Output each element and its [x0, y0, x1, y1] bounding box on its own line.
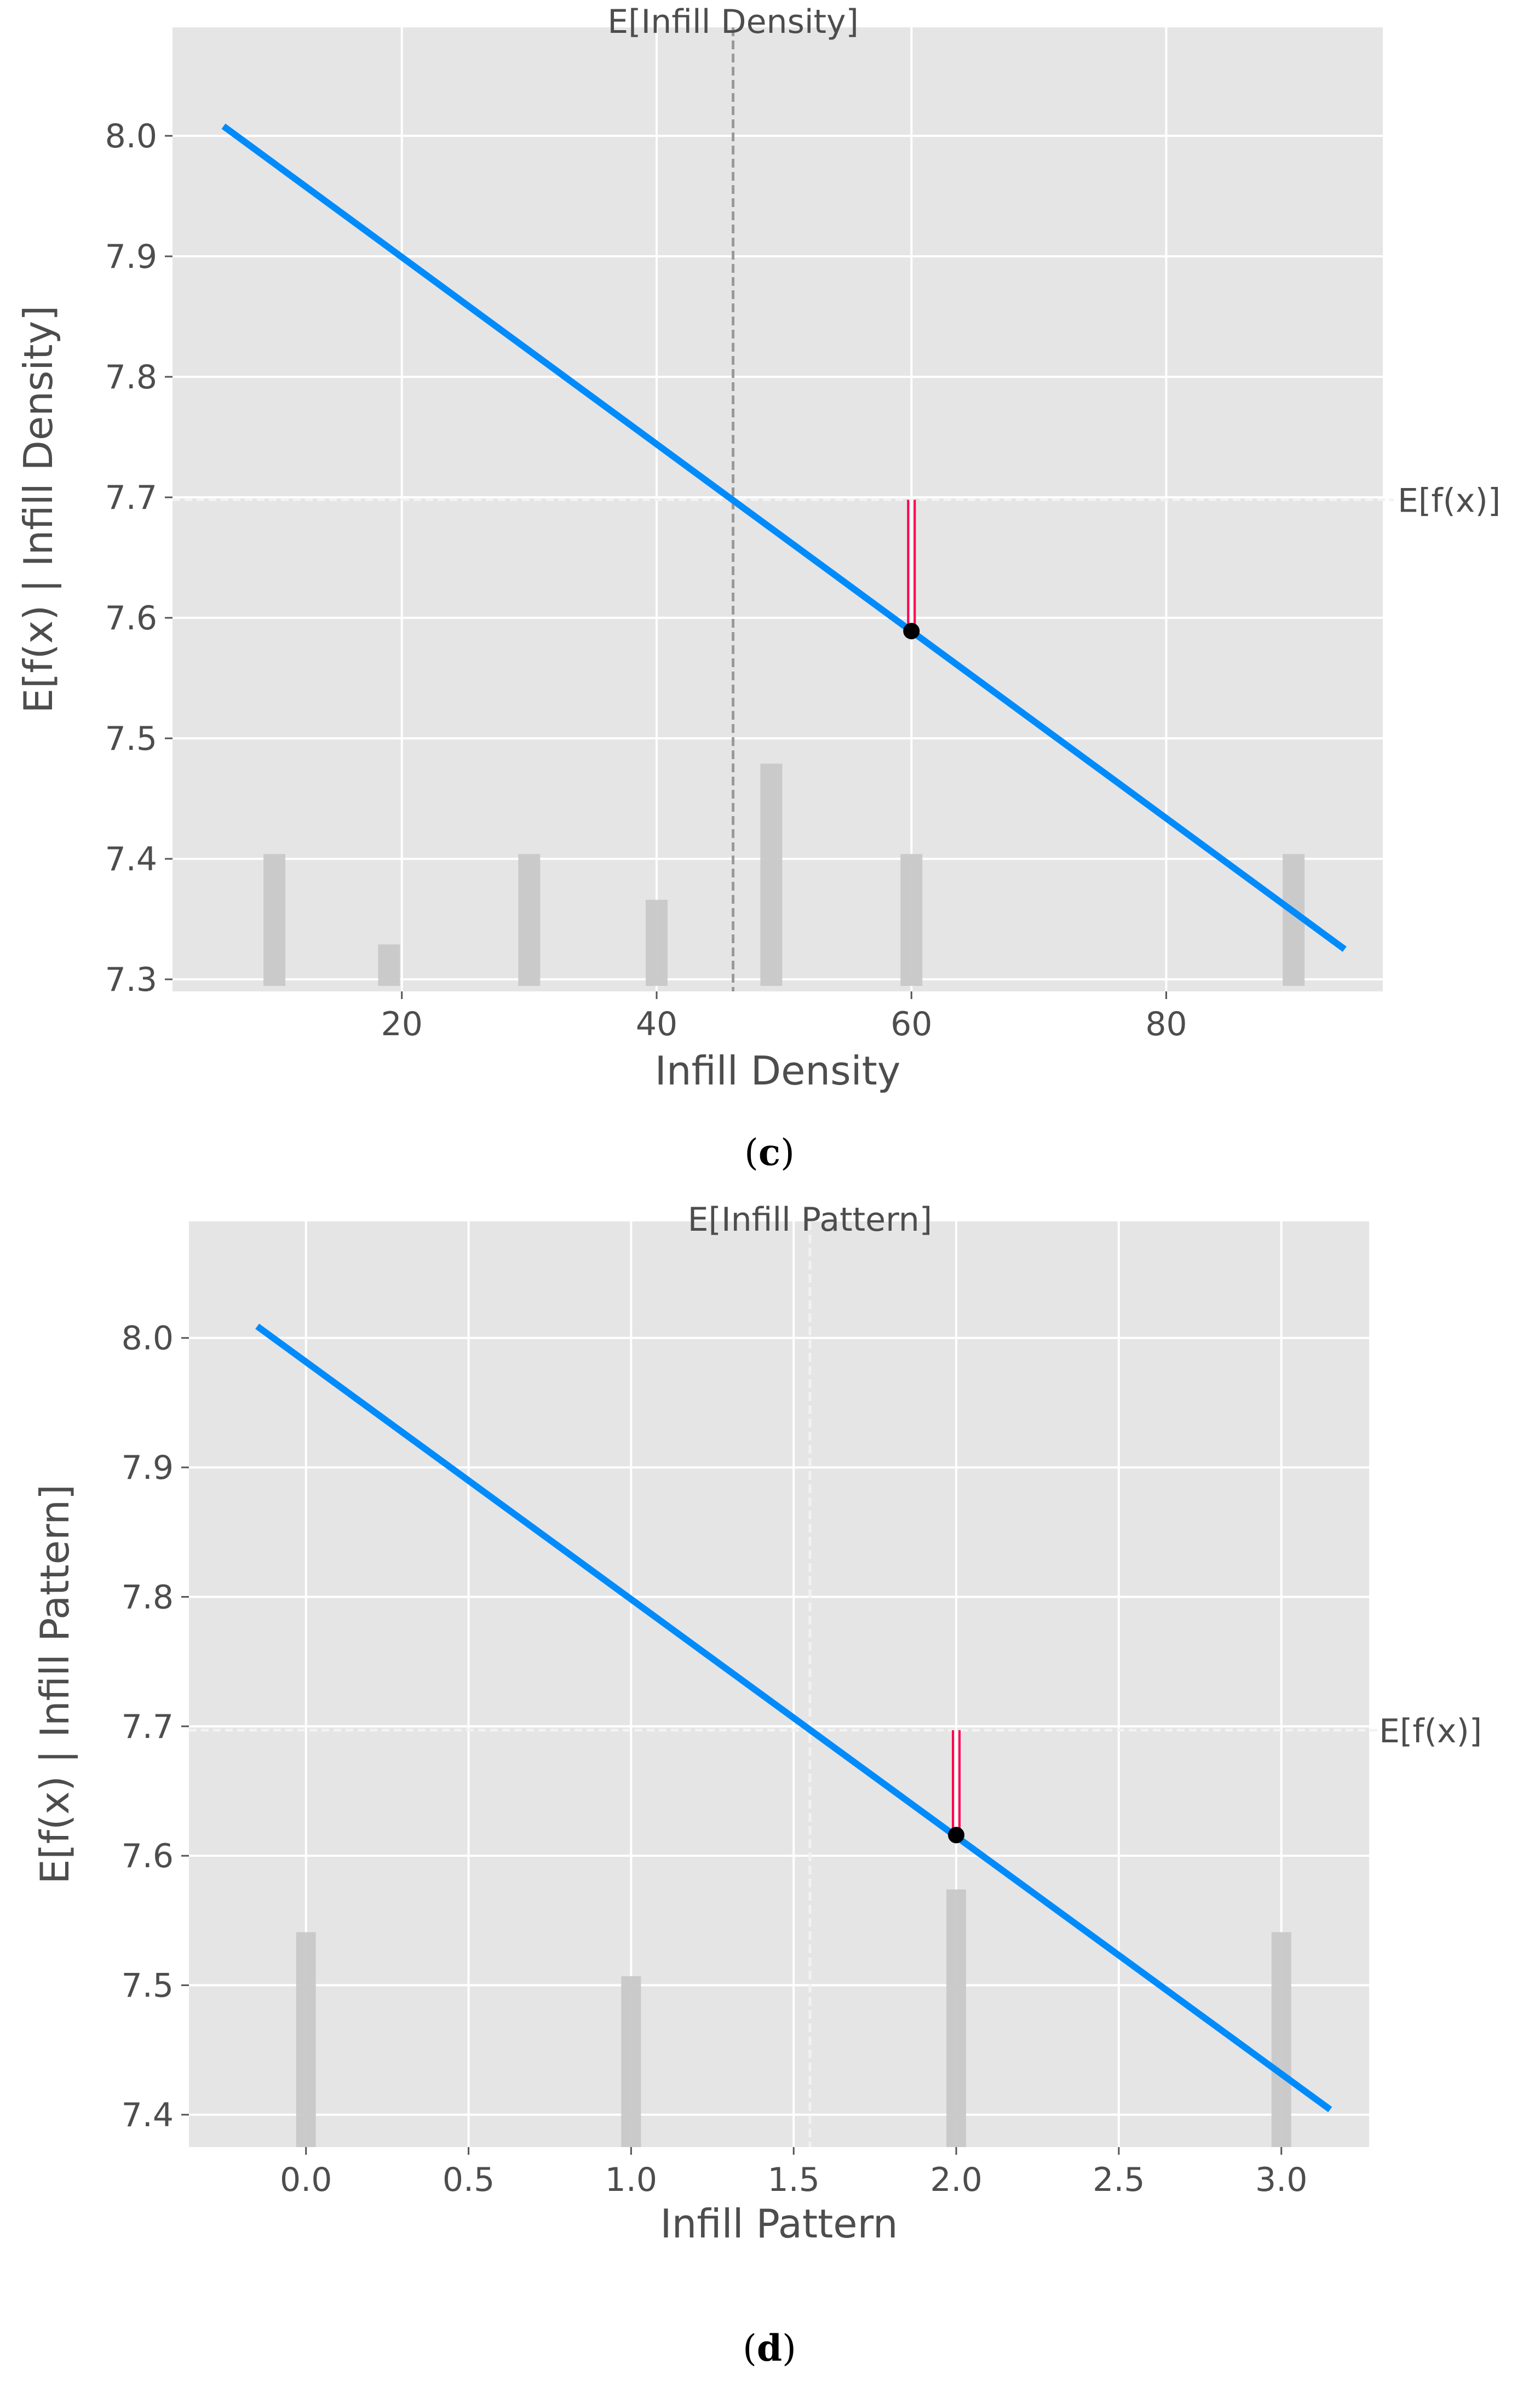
histogram-bar: [646, 899, 668, 986]
y-tick-label: 8.0: [105, 117, 157, 156]
x-tick-label: 80: [1145, 1005, 1187, 1043]
x-axis-label: Infill Density: [655, 1048, 901, 1094]
histogram-bar: [621, 1976, 641, 2147]
y-tick-label: 7.7: [105, 479, 157, 517]
histogram-bar: [296, 1932, 316, 2147]
x-tick-label: 20: [381, 1005, 423, 1043]
sample-point: [903, 623, 920, 640]
y-axis-label: E[f(x) | Infill Pattern]: [32, 1484, 78, 1884]
dependence-plot-infill-pattern: 7.4 7.5 7.6 7.7 7.8 7.9 8.0 0.0 0.5 1.0 1.5 2.0 2.5 3…: [0, 1197, 1540, 2393]
x-axis-label: Infill Pattern: [660, 2201, 898, 2247]
y-tick-label: 7.6: [122, 1837, 174, 1875]
expected-value-label: E[f(x)]: [1379, 1712, 1482, 1751]
caption-letter: d: [757, 2327, 782, 2369]
y-tick-label: 7.4: [122, 2096, 174, 2134]
x-tick-label: 2.5: [1093, 2161, 1145, 2199]
caption-letter: c: [758, 1131, 780, 1174]
histogram-bar: [518, 854, 541, 986]
y-tick-label: 7.5: [122, 1967, 174, 2005]
histogram-bar: [378, 944, 400, 986]
dependence-line: [255, 1323, 1332, 2113]
x-tick-label: 2.0: [930, 2161, 982, 2199]
x-tick-label: 1.5: [768, 2161, 820, 2199]
x-tick-label: 40: [636, 1005, 677, 1043]
histogram-bar: [1271, 1932, 1291, 2147]
y-axis-label: E[f(x) | Infill Density]: [15, 306, 62, 714]
panel-caption: (c): [744, 1131, 795, 1174]
histogram-bar: [263, 854, 286, 986]
x-tick-label: 0.0: [280, 2161, 332, 2199]
sample-point: [948, 1827, 965, 1844]
caption-close: ): [782, 2327, 796, 2369]
x-tick-label: 1.0: [605, 2161, 657, 2199]
y-tick-label: 7.8: [122, 1578, 174, 1616]
caption-open: (: [744, 1132, 758, 1174]
y-tick-label: 7.9: [122, 1449, 174, 1487]
y-tick-label: 8.0: [122, 1319, 174, 1358]
y-tick-label: 7.5: [105, 720, 157, 758]
caption-close: ): [780, 1132, 795, 1174]
y-tick-label: 7.6: [105, 599, 157, 638]
y-tick-label: 7.3: [105, 961, 157, 999]
expected-value-label: E[f(x)]: [1398, 481, 1501, 520]
x-tick-label: 60: [890, 1005, 932, 1043]
histogram-bar: [946, 1889, 967, 2147]
y-tick-label: 7.7: [122, 1708, 174, 1746]
x-tick-label: 0.5: [443, 2161, 495, 2199]
expected-feature-label: E[Infill Density]: [607, 3, 859, 41]
chart-svg-infill-density: 7.3 7.4 7.5 7.6 7.7 7.8 7.9 8.0 20 40 60 80 Infill D…: [15, 3, 1501, 1174]
x-tick-label: 3.0: [1255, 2161, 1307, 2199]
y-tick-label: 7.8: [105, 358, 157, 397]
histogram-bar: [760, 764, 783, 986]
caption-open: (: [743, 2327, 757, 2369]
dependence-plot-infill-density: 7.3 7.4 7.5 7.6 7.7 7.8 7.9 8.0 20 40 60 80 Infill D…: [15, 3, 1501, 1174]
chart-svg-infill-pattern: 7.4 7.5 7.6 7.7 7.8 7.9 8.0 0.0 0.5 1.0 1.5 2.0 2.5 3…: [32, 1201, 1482, 2369]
expected-feature-label: E[Infill Pattern]: [688, 1201, 933, 1239]
dependence-line: [221, 123, 1347, 952]
y-tick-label: 7.4: [105, 840, 157, 879]
histogram-bar: [900, 854, 923, 986]
panel-caption: (d): [743, 2327, 796, 2369]
y-tick-label: 7.9: [105, 238, 157, 276]
